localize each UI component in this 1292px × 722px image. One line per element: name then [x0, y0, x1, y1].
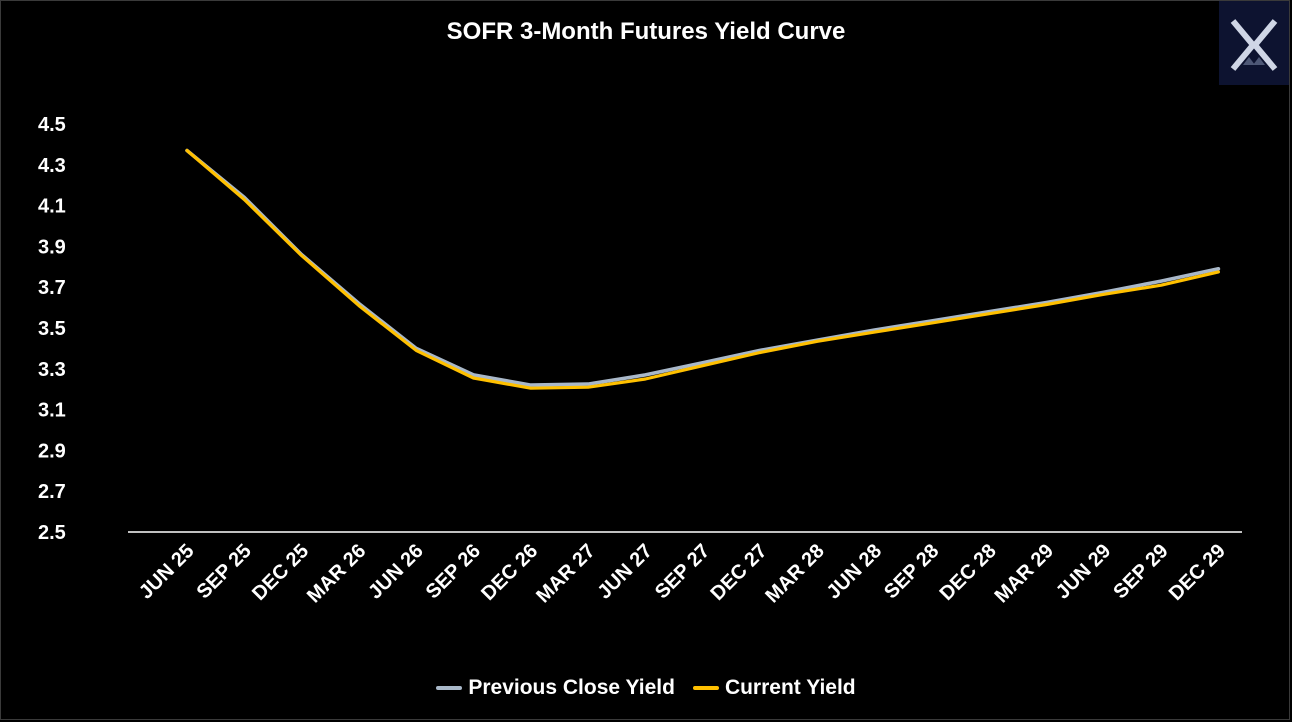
x-tick-label: MAR 28	[761, 540, 828, 607]
y-tick-label: 3.7	[38, 277, 66, 299]
y-tick-label: 3.3	[38, 359, 66, 381]
legend-swatch-current	[692, 686, 719, 690]
x-tick-label: SEP 27	[651, 540, 714, 603]
x-tick-label: SEP 25	[193, 540, 256, 603]
legend-label-previous: Previous Close Yield	[468, 676, 675, 699]
x-tick-label: MAR 26	[303, 540, 370, 607]
y-tick-label: 3.5	[38, 318, 66, 340]
x-tick-label: DEC 29	[1165, 540, 1230, 605]
y-tick-label: 3.9	[38, 236, 66, 258]
chart-title: SOFR 3-Month Futures Yield Curve	[446, 18, 846, 45]
series-lines	[185, 148, 1221, 390]
legend-label-current: Current Yield	[724, 676, 856, 699]
x-tick-label: DEC 28	[936, 540, 1001, 605]
y-axis-ticks: 4.5 4.3 4.1 3.9 3.7 3.5 3.3 3.1 2.9 2.7 2.5	[38, 114, 66, 544]
y-tick-label: 2.5	[38, 522, 66, 544]
legend-item-current: Current Yield	[692, 676, 856, 700]
x-tick-label: JUN 27	[593, 540, 657, 604]
x-tick-label: DEC 27	[706, 540, 771, 605]
y-tick-label: 4.3	[38, 155, 66, 177]
x-tick-label: MAR 27	[532, 540, 599, 607]
x-tick-label: JUN 29	[1052, 540, 1116, 604]
series-line-current	[185, 148, 1221, 390]
y-tick-label: 4.5	[38, 114, 66, 136]
y-tick-label: 3.1	[38, 400, 66, 422]
x-tick-label: JUN 28	[823, 540, 887, 604]
x-tick-label: DEC 26	[477, 540, 542, 605]
x-tick-label: SEP 26	[422, 540, 485, 603]
x-logo-icon	[1230, 19, 1278, 71]
legend-item-previous: Previous Close Yield	[436, 676, 675, 700]
legend: Previous Close Yield Current Yield	[0, 676, 1292, 700]
x-tick-label: JUN 26	[364, 540, 428, 604]
y-tick-label: 2.7	[38, 481, 66, 503]
series-line-previous-close	[185, 148, 1221, 387]
x-tick-label: SEP 29	[1109, 540, 1172, 603]
x-tick-label: DEC 25	[248, 540, 313, 605]
legend-swatch-previous	[436, 686, 463, 690]
y-tick-label: 4.1	[38, 196, 66, 218]
brand-logo	[1219, 1, 1289, 85]
x-tick-label: SEP 28	[880, 540, 943, 603]
y-tick-label: 2.9	[38, 440, 66, 462]
x-tick-label: JUN 25	[135, 540, 199, 604]
x-tick-label: MAR 29	[991, 540, 1058, 607]
